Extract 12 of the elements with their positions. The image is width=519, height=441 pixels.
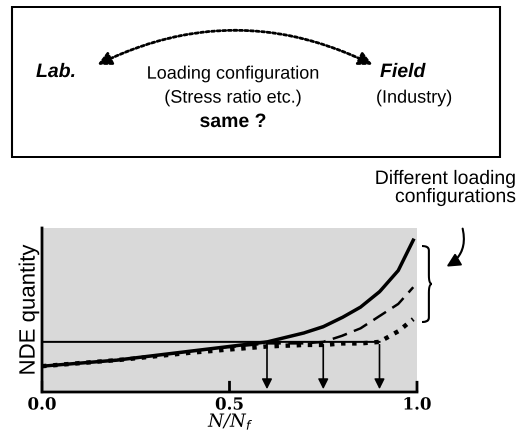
x-tick-label: 0.5 [216,397,243,410]
text: (Industry) [377,90,452,106]
text: Field [380,62,426,78]
x-axis-title: N/N$_{f}$ [208,414,252,430]
x-tick-label: 1.0 [404,397,431,410]
text: Loading configuration [148,66,318,82]
text: (Stress ratio etc.) [165,90,301,106]
text: Lab. [36,62,74,78]
text: Different loading configurations [376,170,516,206]
x-tick-label: 0.0 [28,397,56,410]
y-axis-title: NDE quantity [18,244,40,374]
text: same ? [200,113,266,128]
